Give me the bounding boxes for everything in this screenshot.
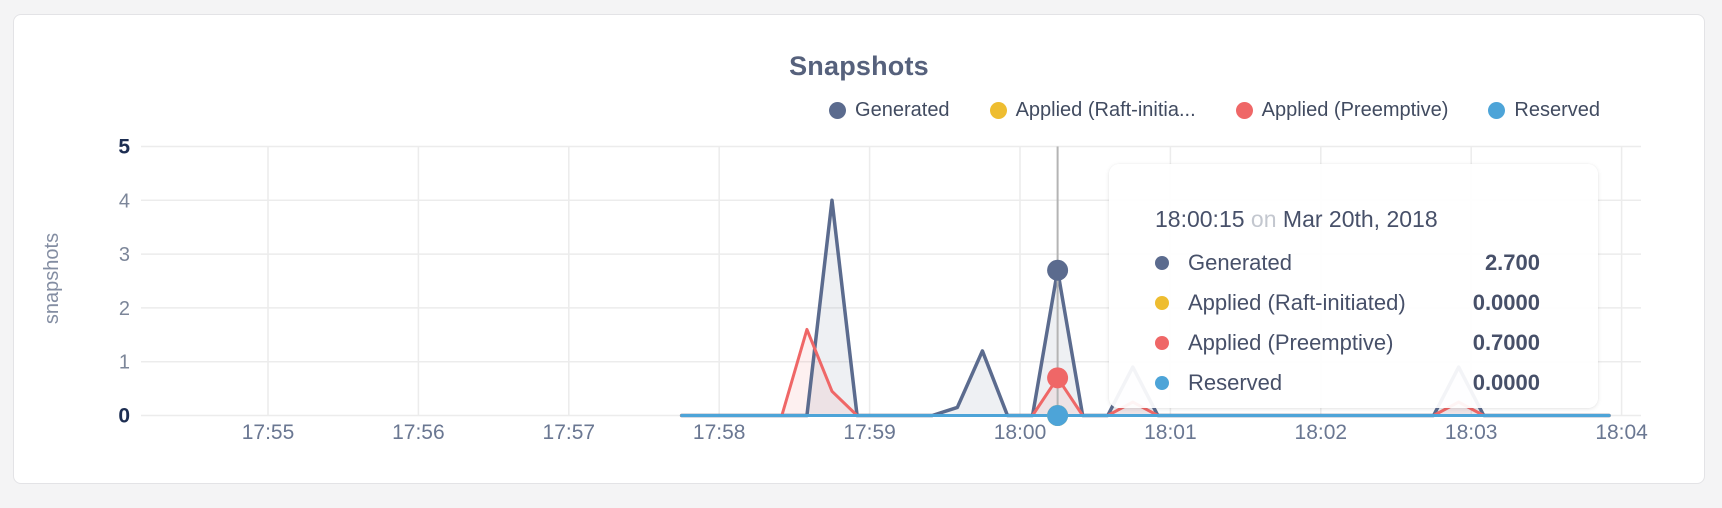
reserved-series-dot-icon bbox=[1488, 101, 1506, 119]
preemptive-series-dot-icon bbox=[1235, 101, 1253, 119]
x-axis-tick: 18:04 bbox=[1595, 421, 1648, 444]
x-axis-tick: 18:02 bbox=[1295, 421, 1348, 444]
generated-series-dot-icon bbox=[829, 101, 847, 119]
x-axis-tick: 17:57 bbox=[543, 421, 596, 444]
hover-guideline bbox=[1047, 146, 1069, 426]
hover-point-generated bbox=[1047, 259, 1069, 281]
raft-series-dot-icon bbox=[1155, 296, 1169, 310]
legend-label: Generated bbox=[855, 98, 950, 121]
x-axis-tick: 17:56 bbox=[392, 421, 445, 444]
raft-series-dot-icon bbox=[989, 101, 1007, 119]
plot-area[interactable]: 17:55 17:56 17:57 17:58 17:59 18:00 18:01 18:02… bbox=[14, 15, 1706, 485]
legend-label: Reserved bbox=[1514, 98, 1600, 121]
chart-card: Snapshots Generated Applied (Raft-initia… bbox=[13, 14, 1705, 484]
generated-series-dot-icon bbox=[1155, 256, 1169, 270]
y-axis-tick: 2 bbox=[119, 298, 130, 320]
legend-item-generated[interactable]: Generated bbox=[829, 99, 950, 122]
legend-label: Applied (Preemptive) bbox=[1261, 98, 1449, 121]
tooltip-on-word: on bbox=[1250, 206, 1277, 232]
reserved-series-dot-icon bbox=[1155, 376, 1169, 390]
tooltip-row-generated: Generated 2.700 bbox=[1155, 243, 1540, 283]
hover-tooltip: 18:00:15 on Mar 20th, 2018 Generated 2.7… bbox=[1109, 164, 1598, 408]
y-axis-tick: 0 bbox=[118, 405, 130, 428]
tooltip-date: Mar 20th, 2018 bbox=[1282, 206, 1438, 232]
y-axis-tick: 4 bbox=[119, 190, 130, 212]
legend-item-applied-preemptive[interactable]: Applied (Preemptive) bbox=[1235, 98, 1449, 122]
x-axis-tick: 17:59 bbox=[843, 421, 896, 444]
y-axis-tick: 1 bbox=[119, 352, 130, 374]
x-axis-tick: 18:03 bbox=[1445, 421, 1498, 444]
preemptive-series-dot-icon bbox=[1155, 336, 1169, 350]
x-axis-tick: 17:58 bbox=[693, 421, 746, 444]
tooltip-timestamp: 18:00:15 on Mar 20th, 2018 bbox=[1155, 204, 1540, 234]
tooltip-row-reserved: Reserved 0.0000 bbox=[1155, 363, 1540, 403]
y-axis-tick: 5 bbox=[118, 136, 130, 159]
legend-label: Applied (Raft-initia... bbox=[1015, 98, 1196, 121]
x-axis-tick: 17:55 bbox=[242, 421, 295, 444]
tooltip-row-applied-preemptive: Applied (Preemptive) 0.7000 bbox=[1155, 323, 1540, 363]
legend: Generated Applied (Raft-initia... Applie… bbox=[829, 97, 1600, 123]
y-axis-tick: 3 bbox=[119, 244, 130, 266]
hover-point-preemptive bbox=[1047, 367, 1069, 389]
axis-tick-labels: 17:55 17:56 17:57 17:58 17:59 18:00 18:01 18:02… bbox=[118, 136, 1648, 445]
hover-point-reserved bbox=[1047, 405, 1069, 426]
chart-title: Snapshots bbox=[789, 51, 929, 81]
legend-item-applied-raft-initiated[interactable]: Applied (Raft-initia... bbox=[989, 98, 1196, 122]
x-axis-tick: 18:00 bbox=[994, 421, 1047, 444]
tooltip-time: 18:00:15 bbox=[1155, 206, 1245, 232]
legend-item-reserved[interactable]: Reserved bbox=[1488, 99, 1600, 122]
tooltip-row-applied-raft-initiated: Applied (Raft-initiated) 0.0000 bbox=[1155, 283, 1540, 323]
x-axis-tick: 18:01 bbox=[1144, 421, 1197, 444]
